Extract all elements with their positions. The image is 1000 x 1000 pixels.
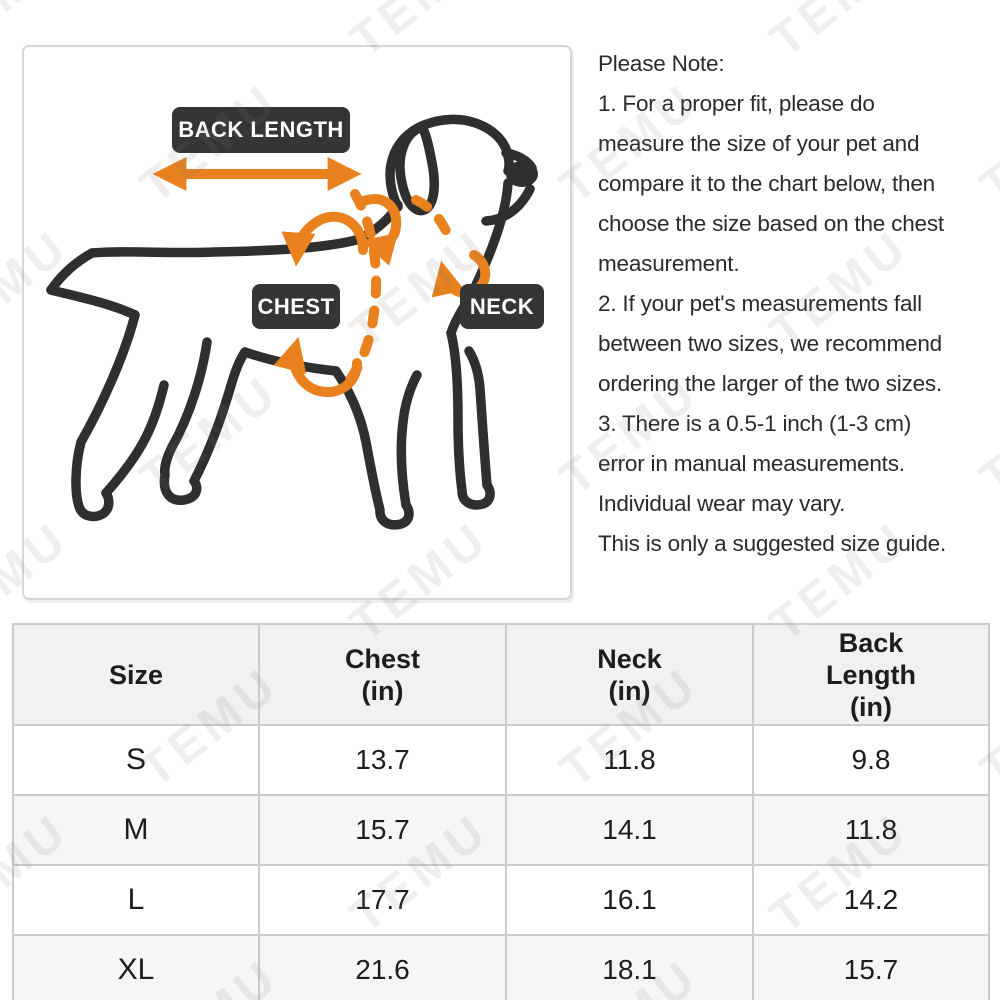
note-line: 2. If your pet's measurements fall xyxy=(598,291,922,316)
measurement-annotations xyxy=(152,156,491,398)
neck-value: 14.1 xyxy=(505,794,754,866)
note-line: compare it to the chart below, then xyxy=(598,171,935,196)
note-line: Individual wear may vary. xyxy=(598,491,846,516)
chest-crescent-arrow xyxy=(273,336,362,398)
note-line: choose the size based on the chest xyxy=(598,211,944,236)
table-row-s: S 13.7 11.8 9.8 xyxy=(12,724,990,796)
note-line: This is only a suggested size guide. xyxy=(598,531,946,556)
size-value: XL xyxy=(12,934,260,1000)
back-length-value: 15.7 xyxy=(752,934,990,1000)
dog-diagram-panel: BACK LENGTH CHEST NECK xyxy=(22,45,572,600)
column-header-chest: Chest (in) xyxy=(258,623,507,726)
size-value: M xyxy=(12,794,260,866)
dog-nose xyxy=(506,161,538,187)
note-title: Please Note: xyxy=(598,51,725,76)
neck-girth-dashes xyxy=(411,195,454,243)
table-header-row: Size Chest (in) Neck (in) Back Length (i… xyxy=(12,623,990,726)
note-line: between two sizes, we recommend xyxy=(598,331,942,356)
chest-label: CHEST xyxy=(252,284,340,329)
note-section: Please Note: 1. For a proper fit, please… xyxy=(598,44,998,564)
size-value: L xyxy=(12,864,260,936)
chest-value: 13.7 xyxy=(258,724,507,796)
back-length-label: BACK LENGTH xyxy=(172,107,350,153)
back-length-value: 14.2 xyxy=(752,864,990,936)
table-row-m: M 15.7 14.1 11.8 xyxy=(12,794,990,866)
note-line: measurement. xyxy=(598,251,740,276)
size-table: Size Chest (in) Neck (in) Back Length (i… xyxy=(12,623,990,1000)
note-line: 3. There is a 0.5-1 inch (1-3 cm) xyxy=(598,411,912,436)
note-line: measure the size of your pet and xyxy=(598,131,920,156)
neck-value: 11.8 xyxy=(505,724,754,796)
note-line: error in manual measurements. xyxy=(598,451,905,476)
column-header-back-length: Back Length (in) xyxy=(752,623,990,726)
neck-label: NECK xyxy=(460,284,544,329)
back-length-value: 11.8 xyxy=(752,794,990,866)
chest-value: 21.6 xyxy=(258,934,507,1000)
neck-value: 16.1 xyxy=(505,864,754,936)
note-line: 1. For a proper fit, please do xyxy=(598,91,875,116)
table-row-xl: XL 21.6 18.1 15.7 xyxy=(12,934,990,1000)
back-length-value: 9.8 xyxy=(752,724,990,796)
table-row-l: L 17.7 16.1 14.2 xyxy=(12,864,990,936)
chest-value: 17.7 xyxy=(258,864,507,936)
dog-line-art xyxy=(46,114,538,530)
shoulder-hook-arrow xyxy=(356,194,402,266)
chest-value: 15.7 xyxy=(258,794,507,866)
size-value: S xyxy=(12,724,260,796)
column-header-size: Size xyxy=(12,623,260,726)
note-line: ordering the larger of the two sizes. xyxy=(598,371,943,396)
chest-wrap-arrow xyxy=(281,211,368,267)
column-header-neck: Neck (in) xyxy=(505,623,754,726)
neck-value: 18.1 xyxy=(505,934,754,1000)
